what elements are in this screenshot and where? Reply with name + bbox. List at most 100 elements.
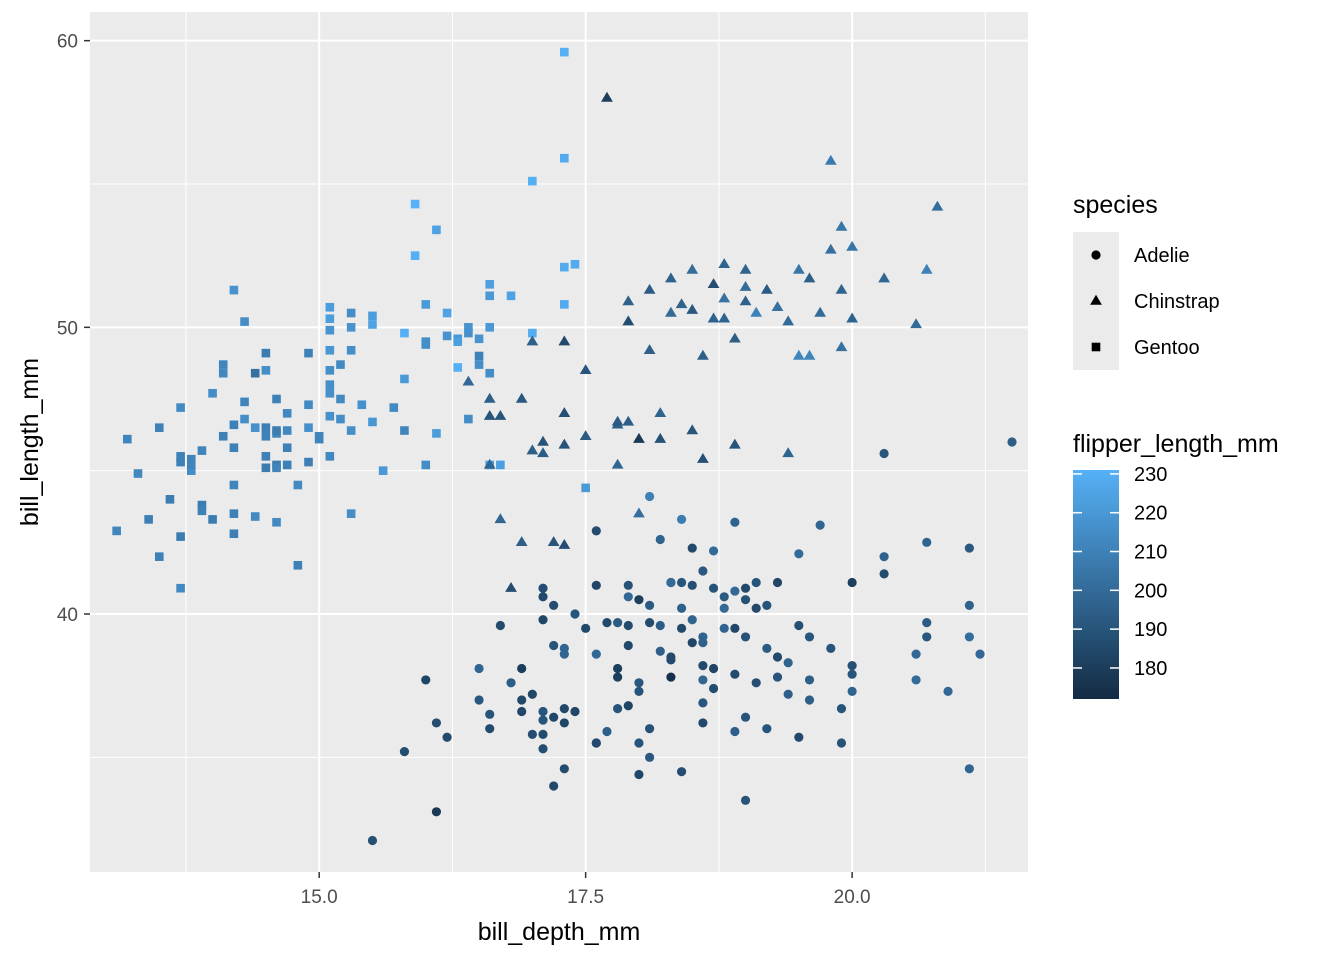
chinstrap-point: [579, 364, 592, 375]
chinstrap-point: [931, 200, 944, 211]
grid-minor: [90, 12, 1028, 872]
colorbar-tick-label: 180: [1134, 658, 1167, 680]
adelie-point: [549, 781, 559, 791]
chinstrap-point: [814, 306, 827, 317]
gentoo-point: [400, 374, 409, 384]
chinstrap-point: [494, 410, 507, 420]
gentoo-point: [485, 280, 495, 289]
adelie-point: [740, 712, 751, 722]
chinstrap-point: [739, 295, 752, 306]
adelie-point: [762, 724, 772, 734]
gentoo-point: [304, 348, 313, 358]
adelie-point: [719, 592, 729, 602]
adelie-point: [676, 514, 687, 525]
adelie-point: [794, 549, 804, 559]
adelie-point: [804, 632, 815, 642]
grid-major: [90, 12, 1028, 872]
gentoo-point: [485, 291, 495, 301]
adelie-point: [570, 706, 580, 717]
gentoo-point: [485, 368, 495, 378]
adelie-point: [538, 592, 548, 602]
gentoo-point: [229, 443, 239, 453]
chinstrap-point: [633, 432, 645, 443]
chinstrap-point: [558, 407, 571, 418]
data-points: [112, 47, 1017, 846]
adelie-point: [762, 643, 772, 654]
adelie-point: [623, 580, 633, 590]
adelie-point: [613, 672, 623, 682]
chinstrap-point: [558, 438, 571, 449]
adelie-point: [708, 663, 719, 674]
adelie-point: [794, 732, 804, 742]
adelie-point: [538, 615, 548, 625]
gentoo-point: [336, 360, 345, 369]
gentoo-point: [133, 469, 143, 478]
colorbar-tick-label: 210: [1134, 542, 1167, 564]
adelie-point: [740, 583, 751, 593]
adelie-point: [431, 718, 442, 728]
gentoo-point: [432, 429, 441, 438]
colorbar-tick-label: 220: [1134, 503, 1167, 525]
adelie-point: [591, 580, 601, 590]
adelie-point: [506, 678, 516, 688]
adelie-point: [794, 620, 804, 631]
gentoo-point: [154, 423, 164, 432]
chinstrap-point: [835, 283, 848, 294]
chinstrap-point: [526, 335, 539, 346]
legend-key-gentoo: [1091, 342, 1101, 352]
chinstrap-point: [601, 91, 613, 102]
y-tick-label: 60: [57, 32, 78, 53]
chinstrap-point: [494, 513, 507, 524]
adelie-point: [687, 615, 697, 625]
adelie-point: [879, 569, 889, 579]
chinstrap-point: [728, 438, 741, 449]
gentoo-point: [186, 460, 196, 470]
adelie-point: [847, 669, 857, 679]
adelie-point: [698, 661, 708, 671]
adelie-point: [549, 640, 559, 651]
adelie-point: [645, 724, 655, 734]
adelie-point: [655, 646, 665, 656]
gentoo-point: [272, 394, 281, 404]
gentoo-point: [240, 414, 249, 424]
chinstrap-point: [728, 332, 741, 343]
chinstrap-point: [643, 344, 656, 354]
adelie-point: [495, 620, 505, 631]
gentoo-point: [229, 420, 239, 430]
adelie-point: [623, 640, 633, 651]
gentoo-point: [261, 348, 271, 358]
gentoo-point: [229, 509, 239, 518]
chinstrap-point: [835, 220, 848, 231]
adelie-point: [719, 623, 729, 633]
adelie-point: [655, 534, 665, 545]
chinstrap-point: [750, 306, 763, 317]
adelie-point: [772, 652, 783, 662]
gentoo-point: [304, 423, 313, 432]
adelie-point: [815, 520, 825, 530]
gentoo-point: [229, 529, 239, 539]
gentoo-point: [346, 323, 356, 332]
gentoo-point: [176, 452, 185, 461]
colorbar-tick-label: 200: [1134, 580, 1167, 602]
chinstrap-point: [483, 410, 496, 420]
chinstrap-point: [718, 258, 731, 268]
chinstrap-point: [547, 536, 560, 547]
gentoo-point: [421, 337, 431, 346]
gentoo-point: [250, 368, 260, 378]
gentoo-point: [325, 388, 335, 398]
adelie-point: [708, 683, 719, 694]
colorbar-tick-label: 190: [1134, 619, 1167, 641]
adelie-point: [645, 491, 655, 502]
adelie-point: [911, 649, 921, 659]
adelie-point: [474, 663, 484, 674]
x-tick-label: 20.0: [834, 887, 871, 908]
adelie-point: [943, 686, 953, 697]
gentoo-point: [464, 414, 473, 424]
adelie-point: [911, 675, 921, 685]
species-legend-title: species: [1073, 191, 1158, 219]
gentoo-point: [400, 426, 409, 435]
adelie-point: [559, 643, 569, 654]
adelie-point: [367, 835, 378, 846]
chinstrap-point: [910, 318, 922, 329]
adelie-point: [751, 603, 761, 613]
